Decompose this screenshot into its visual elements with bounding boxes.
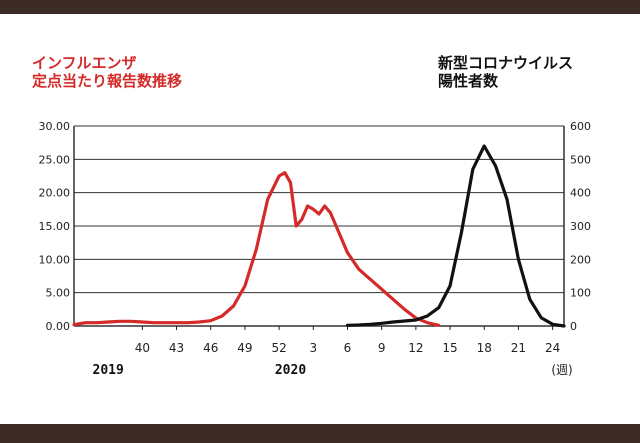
covid-axis-title: 新型コロナウイルス 陽性者数 (438, 54, 573, 90)
x-tick-label: 46 (203, 341, 218, 355)
influenza-axis-title: インフルエンザ 定点当たり報告数推移 (32, 54, 182, 90)
covid-title-line-2: 陽性者数 (438, 72, 499, 90)
x-tick-label: 52 (271, 341, 286, 355)
left-tick-label: 10.00 (39, 253, 71, 266)
influenza-title-line-1: インフルエンザ (32, 54, 137, 72)
series-line (345, 144, 566, 328)
x-tick-label: 12 (408, 341, 423, 355)
x-tick-label: 21 (511, 341, 526, 355)
year-label: 2019 (93, 363, 124, 378)
x-tick-label: 49 (237, 341, 252, 355)
x-tick-label: 6 (344, 341, 352, 355)
series-line (72, 171, 441, 327)
left-tick-label: 30.00 (39, 120, 71, 133)
left-tick-label: 25.00 (39, 153, 71, 166)
x-tick-label: 18 (477, 341, 492, 355)
x-tick-label: 40 (135, 341, 150, 355)
left-tick-label: 20.00 (39, 187, 71, 200)
left-tick-label: 15.00 (39, 220, 71, 233)
frame-bar-bottom (0, 424, 640, 443)
x-tick-label: 9 (378, 341, 386, 355)
right-tick-label: 200 (570, 253, 591, 266)
chart-panel: 0.00 5.00 10.00 15.00 20.00 25.00 30.00 0 100 200… (0, 14, 640, 424)
left-tick-label: 0.00 (46, 320, 71, 333)
right-tick-label: 400 (570, 187, 591, 200)
covid-title-line-1: 新型コロナウイルス (438, 54, 574, 72)
year-label: 2020 (275, 363, 306, 378)
dual-axis-line-chart: 0.00 5.00 10.00 15.00 20.00 25.00 30.00 0 100 200… (39, 120, 592, 378)
x-tick-label: 15 (442, 341, 457, 355)
x-tick-label: 43 (169, 341, 184, 355)
x-tick-label: 24 (545, 341, 560, 355)
right-tick-label: 300 (570, 220, 591, 233)
right-tick-label: 0 (570, 320, 577, 333)
influenza-title-line-2: 定点当たり報告数推移 (32, 72, 183, 90)
right-tick-label: 500 (570, 153, 591, 166)
left-tick-label: 5.00 (46, 287, 71, 300)
right-tick-label: 600 (570, 120, 591, 133)
right-tick-label: 100 (570, 287, 591, 300)
frame-bar-top (0, 0, 640, 14)
x-tick-label: 3 (309, 341, 317, 355)
x-unit-label: (週) (551, 363, 572, 377)
